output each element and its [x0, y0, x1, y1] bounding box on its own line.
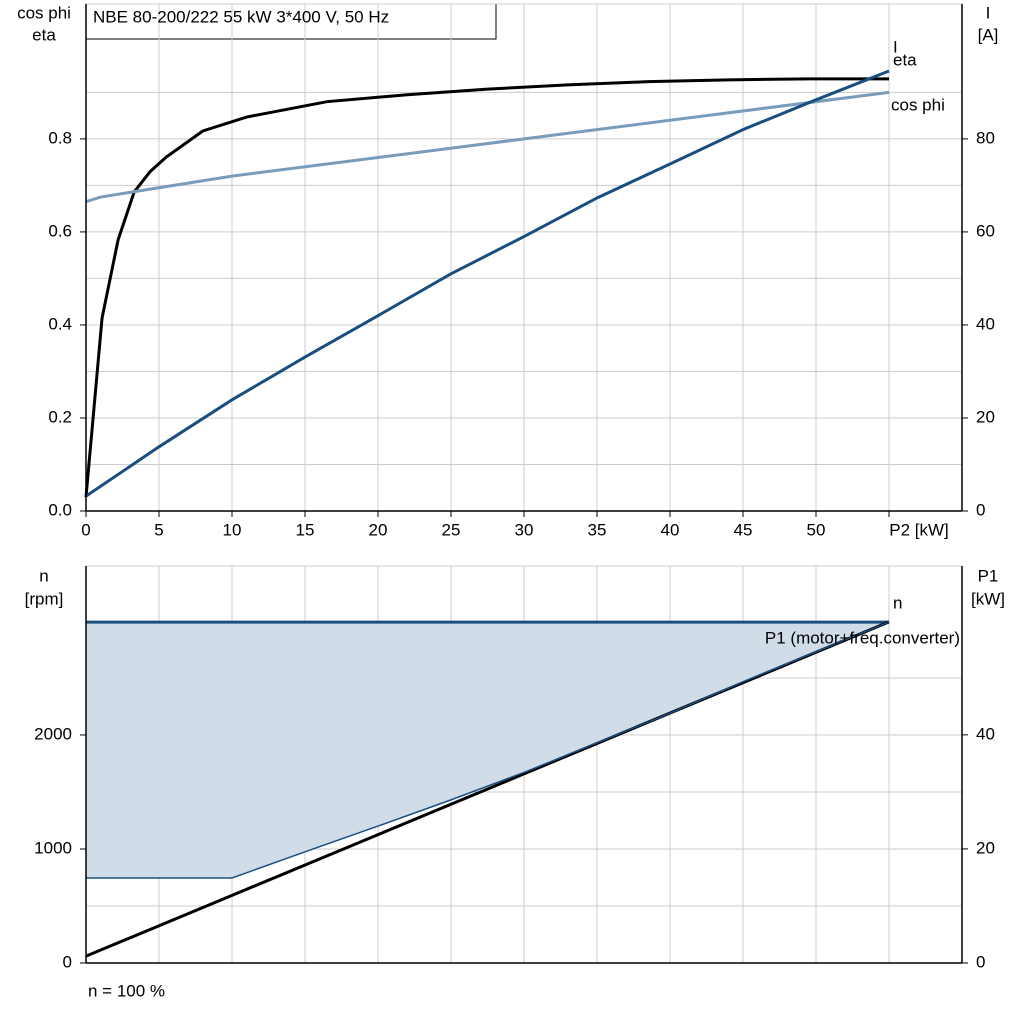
y2-tick-label: 20 — [976, 838, 995, 857]
y-tick-label: 0 — [63, 952, 72, 971]
y-tick-label: 2000 — [34, 724, 72, 743]
y-tick-label: 0.6 — [48, 221, 72, 240]
y-axis-label: cos phi — [17, 3, 71, 22]
series-label: I — [893, 37, 898, 56]
series-line — [85, 90, 890, 204]
x-tick-label: 5 — [154, 520, 163, 539]
y2-tick-label: 20 — [976, 407, 995, 426]
y2-axis-label: P1 — [978, 566, 999, 585]
series-line — [86, 621, 890, 879]
y-axis-label: n — [39, 566, 48, 585]
x-tick-label: 15 — [296, 520, 315, 539]
y2-tick-label: 40 — [976, 724, 995, 743]
x-tick-label: 25 — [442, 520, 461, 539]
title-box — [85, 3, 497, 40]
x-tick-label: 0 — [81, 520, 90, 539]
series-line — [84, 77, 889, 498]
series-label: eta — [893, 50, 917, 69]
y2-tick-label: 0 — [976, 500, 985, 519]
series-label: P1 (motor+freq.converter) — [765, 628, 960, 647]
y2-axis-label: [A] — [978, 25, 999, 44]
x-tick-label: 10 — [223, 520, 242, 539]
y2-tick-label: 40 — [976, 314, 995, 333]
operating-range-fill — [86, 621, 889, 879]
y-tick-label: 0.0 — [48, 500, 72, 519]
x-tick-label: 40 — [661, 520, 680, 539]
x-tick-label: 45 — [734, 520, 753, 539]
y2-axis-label: [kW] — [971, 589, 1005, 608]
y-tick-label: 0.4 — [48, 314, 72, 333]
y2-tick-label: 80 — [976, 128, 995, 147]
series-label: cos phi — [891, 95, 945, 114]
note: n = 100 % — [88, 981, 165, 1000]
series-line — [85, 69, 890, 498]
x-tick-label: 50 — [807, 520, 826, 539]
y-tick-label: 0.8 — [48, 128, 72, 147]
y-axis-label: eta — [32, 25, 56, 44]
chart-title: NBE 80-200/222 55 kW 3*400 V, 50 Hz — [93, 7, 389, 26]
y-tick-label: 1000 — [34, 838, 72, 857]
series-label: n — [893, 593, 902, 612]
y2-tick-label: 0 — [976, 952, 985, 971]
x-tick-label: P2 [kW] — [889, 520, 949, 539]
y-tick-label: 0.2 — [48, 407, 72, 426]
y-axis-label: [rpm] — [25, 589, 64, 608]
x-tick-label: 20 — [369, 520, 388, 539]
y2-tick-label: 60 — [976, 221, 995, 240]
x-tick-label: 30 — [515, 520, 534, 539]
x-tick-label: 35 — [588, 520, 607, 539]
y2-axis-label: I — [986, 3, 991, 22]
